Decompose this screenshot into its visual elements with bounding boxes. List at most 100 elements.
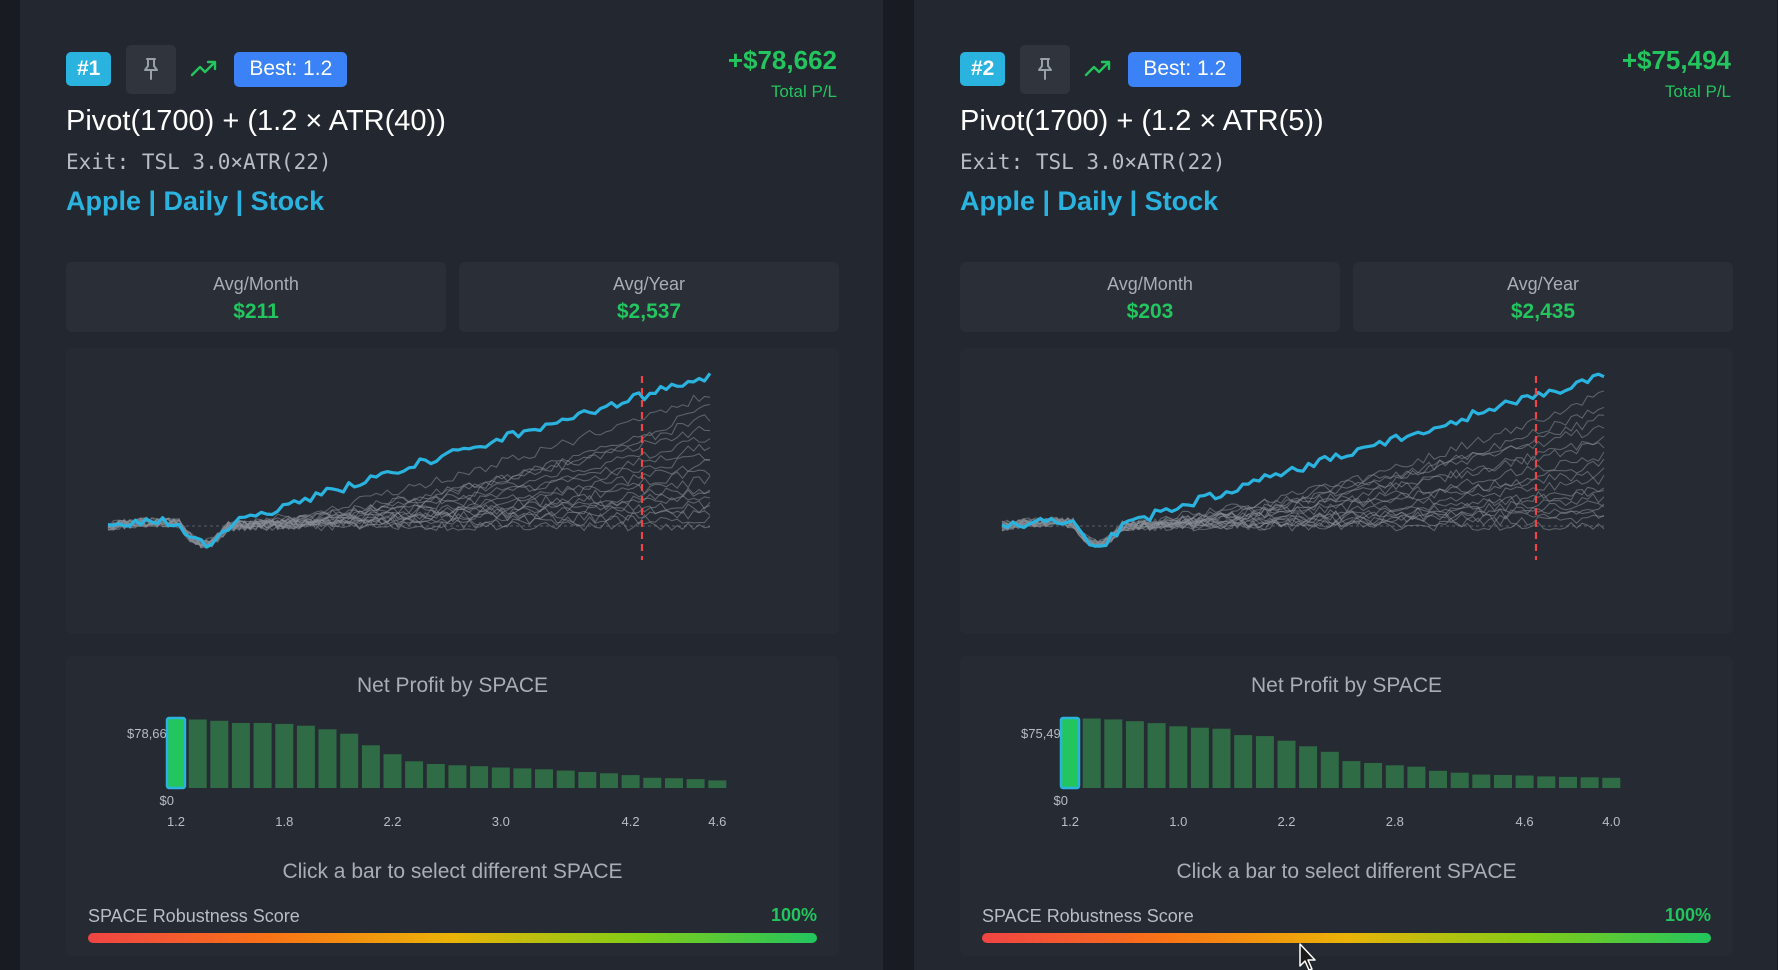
space-bar[interactable] — [1559, 776, 1577, 788]
robustness-label: SPACE Robustness Score — [88, 906, 300, 926]
space-bar[interactable] — [578, 772, 597, 788]
x-tick-label: 3.0 — [492, 814, 510, 829]
equity-curve-selected — [107, 372, 712, 549]
space-bar[interactable] — [1602, 777, 1621, 788]
trending-up-icon — [190, 58, 222, 80]
space-bar[interactable] — [1190, 727, 1209, 788]
space-bar[interactable] — [1407, 766, 1426, 788]
space-bar[interactable] — [405, 761, 424, 788]
avg-year-label: Avg/Year — [612, 274, 686, 294]
x-tick-label: 4.0 — [1602, 814, 1620, 829]
x-tick-label: 1.8 — [275, 814, 293, 829]
best-space-badge[interactable]: Best: 1.2 — [234, 51, 348, 87]
space-bar[interactable] — [165, 716, 187, 790]
total-pl-label: Total P/L — [1664, 82, 1731, 101]
total-pl-label: Total P/L — [770, 82, 837, 101]
avg-year-box: Avg/Year $2,435 — [1353, 262, 1733, 332]
x-tick-label: 4.2 — [622, 814, 640, 829]
space-bar[interactable] — [231, 723, 250, 788]
strategy-title: Pivot(1700) + (1.2 × ATR(5)) — [960, 105, 1324, 137]
total-pl: +$75,494 Total P/L — [1622, 45, 1731, 102]
space-bar[interactable] — [210, 720, 229, 788]
space-bar[interactable] — [535, 769, 553, 788]
space-bar[interactable] — [1212, 728, 1231, 788]
pin-button[interactable] — [1020, 44, 1071, 94]
avg-month-box: Avg/Month $203 — [960, 262, 1340, 332]
space-bar[interactable] — [1255, 736, 1274, 788]
space-bar-chart[interactable]: $78,662 $0 1.2 1.8 2.2 3.0 4.2 4.6 — [66, 656, 839, 956]
space-bar[interactable] — [448, 765, 467, 788]
space-bar[interactable] — [275, 723, 294, 788]
space-bar[interactable] — [253, 723, 272, 788]
exit-rule: Exit: TSL 3.0×ATR(22) — [960, 150, 1226, 174]
space-bar[interactable] — [621, 775, 640, 788]
space-bar[interactable] — [1277, 740, 1296, 788]
space-hint: Click a bar to select different SPACE — [282, 860, 623, 883]
strategy-title: Pivot(1700) + (1.2 × ATR(40)) — [66, 105, 446, 137]
space-bar[interactable] — [643, 777, 662, 788]
space-bar[interactable] — [665, 778, 683, 788]
space-bar[interactable] — [1082, 718, 1101, 789]
robustness-value: 100% — [1664, 905, 1711, 925]
space-bar[interactable] — [470, 766, 489, 788]
instrument-meta[interactable]: Apple | Daily | Stock — [66, 186, 325, 216]
equity-curve-variant — [1001, 435, 1605, 547]
space-chart-title: Net Profit by SPACE — [356, 674, 548, 697]
avg-month-value: $203 — [1126, 300, 1174, 323]
equity-curve-variant — [107, 475, 711, 546]
space-bar[interactable] — [1537, 776, 1556, 788]
space-bar[interactable] — [361, 745, 380, 788]
space-bar[interactable] — [1147, 723, 1166, 788]
space-bar[interactable] — [686, 779, 705, 788]
equity-curve-variant — [107, 443, 711, 545]
pin-button[interactable] — [126, 44, 177, 94]
avg-month-label: Avg/Month — [213, 274, 299, 294]
avg-year-value: $2,435 — [1510, 300, 1576, 323]
space-bar[interactable] — [1364, 763, 1383, 788]
space-bar[interactable] — [1059, 716, 1081, 790]
trending-up-icon — [1084, 58, 1116, 80]
best-space-badge[interactable]: Best: 1.2 — [1128, 51, 1242, 87]
space-bar[interactable] — [1125, 721, 1144, 788]
pin-icon — [1038, 58, 1053, 80]
y-axis-max-label: $78,662 — [127, 726, 174, 741]
avg-year-label: Avg/Year — [1506, 274, 1580, 294]
space-bar[interactable] — [1494, 775, 1512, 788]
instrument-meta[interactable]: Apple | Daily | Stock — [960, 186, 1219, 216]
robustness-bar — [982, 933, 1711, 943]
space-bar[interactable] — [426, 764, 445, 788]
space-bar[interactable] — [383, 754, 402, 788]
space-bar[interactable] — [1450, 772, 1469, 788]
space-bar[interactable] — [1234, 735, 1253, 788]
space-profit-panel: Net Profit by SPACE $75,494 $0 1.2 1.0 2.2… — [960, 656, 1733, 956]
space-bar[interactable] — [1320, 751, 1339, 788]
space-bar[interactable] — [296, 725, 315, 788]
space-bar-chart[interactable]: $75,494 $0 1.2 1.0 2.2 2.8 4.6 4.0 — [960, 656, 1733, 956]
space-bar[interactable] — [1104, 719, 1123, 788]
rank-badge: #2 — [960, 52, 1006, 86]
space-bar[interactable] — [1429, 770, 1447, 788]
space-bar[interactable] — [188, 719, 207, 789]
space-bar[interactable] — [491, 767, 510, 789]
space-bar[interactable] — [1515, 775, 1534, 789]
space-bar[interactable] — [513, 768, 532, 788]
space-bar[interactable] — [1472, 774, 1491, 788]
space-bar[interactable] — [600, 773, 618, 788]
space-bar[interactable] — [1580, 777, 1599, 788]
avg-month-box: Avg/Month $211 — [66, 262, 446, 332]
equity-curve-variant — [1001, 493, 1605, 549]
space-bar[interactable] — [318, 729, 337, 788]
space-bar[interactable] — [708, 780, 727, 788]
equity-curve-variant — [107, 436, 711, 547]
robustness-label: SPACE Robustness Score — [982, 906, 1194, 926]
space-bar[interactable] — [340, 733, 359, 788]
space-bar[interactable] — [556, 770, 575, 788]
space-bar[interactable] — [1299, 746, 1318, 788]
space-bar[interactable] — [1342, 761, 1361, 788]
total-pl-value: +$78,662 — [727, 45, 837, 75]
avg-month-label: Avg/Month — [1107, 274, 1193, 294]
space-bar[interactable] — [1169, 726, 1188, 788]
equity-curve-variant — [1001, 441, 1605, 546]
x-tick-label: 2.2 — [383, 814, 401, 829]
space-bar[interactable] — [1385, 765, 1404, 788]
